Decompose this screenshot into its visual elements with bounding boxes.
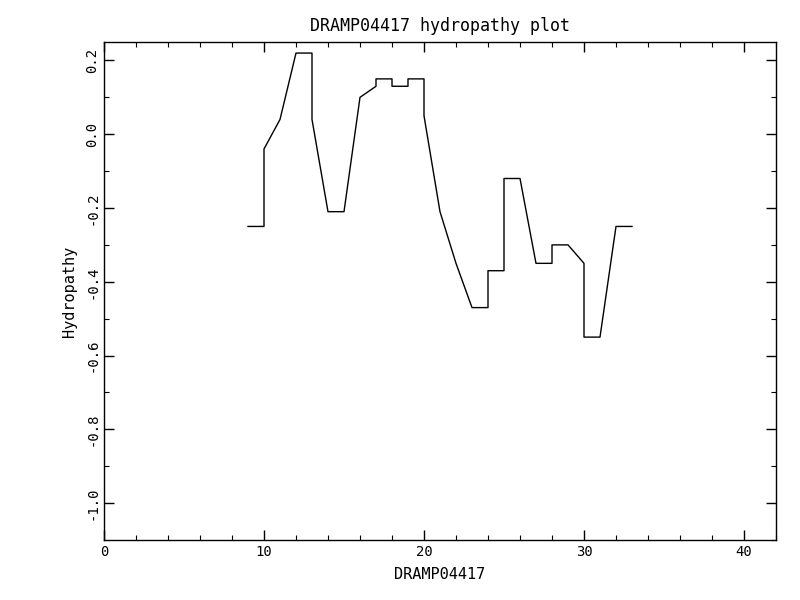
Y-axis label: Hydropathy: Hydropathy (62, 245, 77, 337)
Title: DRAMP04417 hydropathy plot: DRAMP04417 hydropathy plot (310, 17, 570, 35)
X-axis label: DRAMP04417: DRAMP04417 (394, 567, 486, 582)
